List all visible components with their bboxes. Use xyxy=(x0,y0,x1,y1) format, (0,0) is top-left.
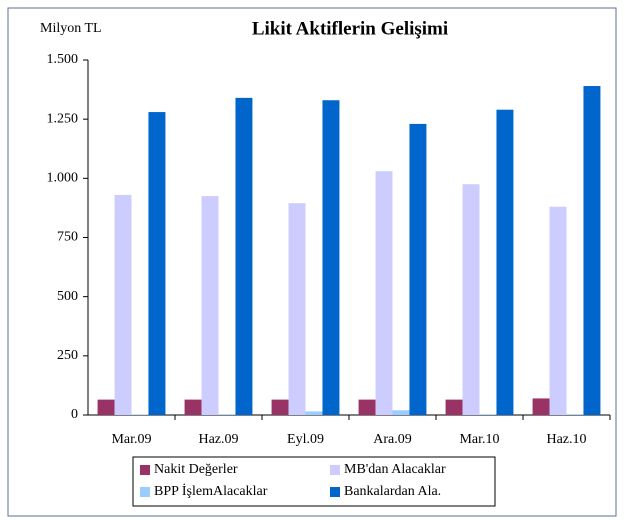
legend-label: Nakit Değerler xyxy=(154,462,238,477)
y-tick-label: 750 xyxy=(57,230,78,245)
chart-border xyxy=(7,7,617,517)
bar xyxy=(358,399,376,415)
x-tick-label: Mar.10 xyxy=(459,432,499,447)
bar xyxy=(532,398,550,415)
bar xyxy=(549,206,567,415)
bar xyxy=(322,100,340,415)
bar xyxy=(566,414,584,415)
bar xyxy=(583,86,601,416)
bar xyxy=(184,399,202,415)
legend-label: MB'dan Alacaklar xyxy=(344,462,446,477)
legend-swatch xyxy=(330,465,340,475)
bar xyxy=(496,109,514,415)
y-tick-label: 1.250 xyxy=(47,111,79,126)
x-tick-label: Haz.10 xyxy=(546,432,586,447)
x-tick-label: Haz.09 xyxy=(198,432,238,447)
bar xyxy=(392,410,410,415)
bar xyxy=(114,194,132,415)
chart-title: Likit Aktiflerin Gelişimi xyxy=(252,18,448,39)
legend-label: Bankalardan Ala. xyxy=(344,484,441,499)
bar xyxy=(305,411,323,415)
bar xyxy=(148,112,166,416)
bar xyxy=(445,399,463,415)
bar xyxy=(375,171,393,415)
legend-label: BPP İşlemAlacaklar xyxy=(154,483,268,499)
bar xyxy=(479,414,497,415)
y-tick-label: 0 xyxy=(71,407,78,422)
bar xyxy=(271,399,289,415)
legend-box xyxy=(132,456,496,507)
legend-swatch xyxy=(140,465,150,475)
unit-label: Milyon TL xyxy=(40,21,102,36)
y-tick-label: 1.000 xyxy=(47,171,79,186)
bar xyxy=(409,123,427,416)
legend-swatch xyxy=(330,487,340,497)
bar xyxy=(97,399,115,415)
bar xyxy=(462,184,480,415)
bar xyxy=(235,97,253,415)
y-tick-label: 1.500 xyxy=(47,52,79,67)
bar xyxy=(201,196,219,415)
y-tick-label: 250 xyxy=(57,348,78,363)
bar xyxy=(288,203,306,415)
x-tick-label: Mar.09 xyxy=(111,432,151,447)
bar xyxy=(218,414,236,415)
x-tick-label: Eyl.09 xyxy=(287,432,324,447)
x-tick-label: Ara.09 xyxy=(373,432,412,447)
y-tick-label: 500 xyxy=(57,289,78,304)
legend-swatch xyxy=(140,487,150,497)
